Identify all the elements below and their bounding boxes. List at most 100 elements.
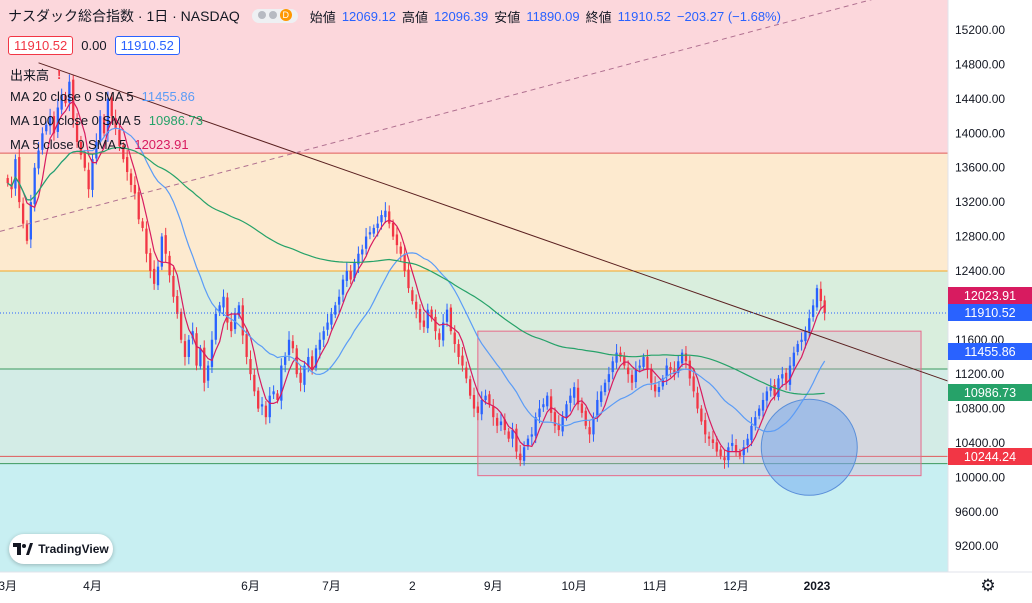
candle-body xyxy=(287,339,291,355)
symbol-title[interactable]: ナスダック総合指数 · 1日 · NASDAQ xyxy=(8,8,240,24)
candle-body xyxy=(149,253,152,271)
candle-body xyxy=(260,404,264,407)
buy-button[interactable]: 11910.52 xyxy=(114,36,180,55)
candle-body xyxy=(83,153,86,168)
candle-body xyxy=(164,235,167,254)
candle-body xyxy=(118,129,121,147)
candle-body xyxy=(206,365,210,381)
candle-body xyxy=(804,331,807,342)
x-tick-label: 11月 xyxy=(643,579,667,593)
candle-body xyxy=(422,320,426,327)
candle-body xyxy=(445,309,449,322)
delayed-badge: D xyxy=(279,9,292,21)
candle-body xyxy=(800,339,803,342)
candle-body xyxy=(557,423,560,431)
candle-body xyxy=(310,356,314,370)
candle-body xyxy=(673,369,676,375)
candle-body xyxy=(364,236,368,249)
candle-body xyxy=(438,333,441,340)
x-tick-label: 7月 xyxy=(322,579,341,593)
status-indicator[interactable]: D xyxy=(251,9,298,23)
low-value: 11890.09 xyxy=(526,8,580,24)
candle-body xyxy=(657,387,661,393)
candle-body xyxy=(669,366,672,370)
candle-body xyxy=(245,334,248,357)
warning-icon[interactable]: ! xyxy=(57,67,62,82)
candle-body xyxy=(603,382,607,393)
candle-body xyxy=(191,331,194,339)
candle-body xyxy=(415,301,418,310)
candle-body xyxy=(75,121,79,142)
candle-body xyxy=(811,305,815,317)
ma20-legend[interactable]: MA 20 close 0 SMA 5 11455.86 xyxy=(10,89,195,104)
candle-body xyxy=(758,408,761,416)
y-tick-label: 12800.00 xyxy=(955,230,1005,244)
ma5-label: MA 5 close 0 SMA 5 xyxy=(10,137,127,152)
candle-body xyxy=(106,98,110,134)
candle-body xyxy=(808,318,811,332)
candle-body xyxy=(542,404,545,408)
sell-button[interactable]: 11910.52 xyxy=(8,36,74,55)
candle-body xyxy=(715,442,718,452)
candle-body xyxy=(773,385,776,396)
candle-body xyxy=(561,417,564,432)
candle-body xyxy=(299,372,302,383)
candle-body xyxy=(156,266,160,286)
x-tick-label: 6月 xyxy=(241,579,260,593)
candle-body xyxy=(160,236,164,267)
candle-body xyxy=(777,378,780,398)
candle-body xyxy=(650,368,653,383)
candle-body xyxy=(141,221,144,228)
candle-body xyxy=(334,305,337,315)
zone-band xyxy=(0,0,948,154)
volume-legend[interactable]: 出来高 ! xyxy=(10,65,61,84)
candle-body xyxy=(453,332,456,345)
candle-body xyxy=(615,352,618,363)
x-tick-label: 2 xyxy=(409,579,416,593)
candle-body xyxy=(634,369,638,383)
candle-body xyxy=(638,365,641,368)
tradingview-logo[interactable]: TradingView xyxy=(9,534,113,564)
candle-body xyxy=(515,428,518,452)
candle-body xyxy=(110,97,113,117)
candle-body xyxy=(361,249,364,255)
candle-body xyxy=(368,232,372,235)
candle-body xyxy=(796,344,799,352)
candle-body xyxy=(129,173,133,185)
ma5-price-label: 12023.91 xyxy=(948,287,1032,304)
y-tick-label: 14800.00 xyxy=(955,58,1005,72)
candle-body xyxy=(330,313,333,325)
candle-body xyxy=(218,305,221,313)
last-price-label: 11910.52 xyxy=(948,304,1032,321)
open-value: 12069.12 xyxy=(341,8,397,24)
candle-body xyxy=(734,445,738,452)
candle-body xyxy=(723,457,726,461)
ma100-price-label: 10986.73 xyxy=(948,384,1032,401)
candle-body xyxy=(704,420,707,435)
candle-body xyxy=(280,365,283,401)
ma5-legend[interactable]: MA 5 close 0 SMA 5 12023.91 xyxy=(10,137,189,152)
high-value: 12096.39 xyxy=(434,8,489,24)
candle-body xyxy=(700,408,703,422)
candle-body xyxy=(530,434,533,437)
ma100-legend[interactable]: MA 100 close 0 SMA 5 10986.73 xyxy=(10,113,203,128)
candle-body xyxy=(434,316,437,332)
candle-body xyxy=(788,365,792,385)
candle-body xyxy=(48,116,52,127)
candle-body xyxy=(511,430,514,439)
candle-body xyxy=(526,438,530,447)
candle-body xyxy=(72,79,75,121)
candle-body xyxy=(145,228,148,254)
candle-body xyxy=(322,331,325,340)
candle-body xyxy=(41,133,44,150)
candle-body xyxy=(727,447,730,461)
candle-body xyxy=(237,305,241,316)
candle-body xyxy=(176,296,179,314)
gear-icon[interactable]: ⚙ xyxy=(980,576,996,595)
candle-body xyxy=(546,395,549,407)
spread-value: 0.00 xyxy=(81,38,107,53)
candle-body xyxy=(126,157,129,173)
x-tick-label: 2023 xyxy=(804,579,831,593)
candle-body xyxy=(646,356,649,370)
candle-body xyxy=(819,288,822,302)
